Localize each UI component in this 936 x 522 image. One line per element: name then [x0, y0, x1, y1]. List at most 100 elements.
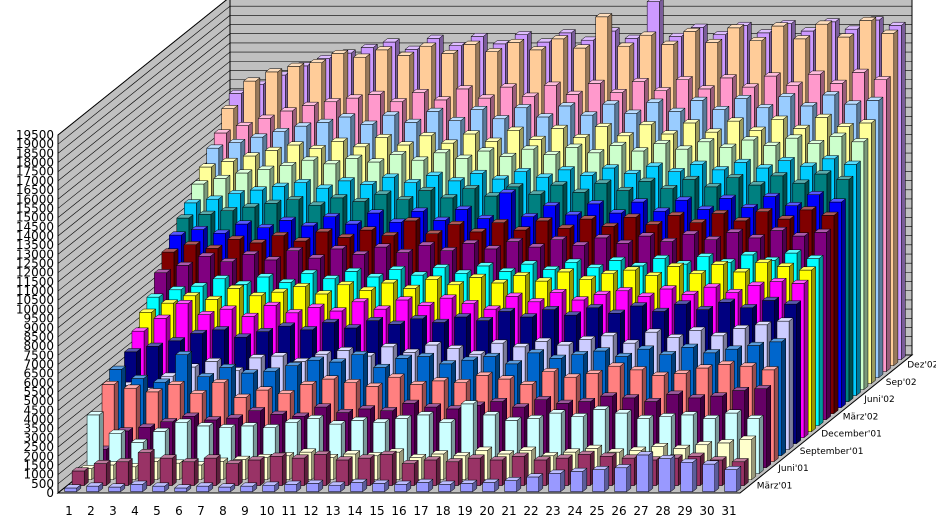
bar-side [149, 448, 155, 487]
bar-top [373, 243, 392, 248]
bar-top [504, 360, 523, 365]
bar-top [308, 59, 327, 63]
bar-top [512, 343, 530, 348]
bar-top [543, 151, 561, 155]
bar-top [557, 224, 575, 229]
bar-top [746, 415, 764, 419]
bar-top [527, 243, 546, 248]
bar-top [506, 126, 525, 131]
y-tick-label: 9500 [23, 312, 54, 326]
bar [379, 450, 398, 487]
y-tick-label: 18000 [16, 156, 54, 170]
bar-top [543, 81, 562, 86]
bar-top [614, 409, 632, 414]
bar-top [527, 298, 545, 303]
bar-top [374, 46, 393, 51]
bar-side [878, 96, 884, 379]
bar-front [526, 476, 539, 492]
bar-top [387, 373, 405, 378]
bar-side [626, 463, 632, 493]
bar [269, 452, 288, 487]
bar-side [871, 119, 876, 385]
bar-top [167, 337, 186, 342]
bar-top [130, 438, 148, 443]
bar-front [225, 463, 239, 486]
bar-top [371, 479, 390, 484]
bar-top [167, 380, 185, 385]
y-tick-label: 5500 [23, 385, 54, 399]
bar-front [680, 462, 693, 492]
bar-top [439, 294, 457, 299]
bar-top [571, 241, 590, 246]
bar-top [227, 190, 246, 194]
bar-top [264, 68, 283, 73]
bar-top [438, 360, 457, 365]
bar-top [168, 286, 186, 291]
bar-top [410, 207, 429, 212]
bar-top [264, 146, 283, 151]
bar-side [281, 452, 287, 487]
bar-top [682, 175, 700, 180]
bar-top [697, 85, 716, 90]
bar-top [712, 106, 730, 110]
bar-top [549, 236, 568, 240]
x-tick-label: 19 [457, 504, 472, 518]
bar [459, 479, 478, 493]
bar-top [365, 382, 383, 387]
bar-top [548, 409, 566, 414]
bar-top [770, 22, 789, 27]
bar-top [416, 411, 434, 416]
bar-top [285, 247, 304, 251]
bar [203, 454, 222, 487]
bar-top [520, 213, 539, 217]
bar-top [836, 33, 855, 38]
bar-top [476, 262, 494, 267]
bar-top [233, 333, 252, 338]
x-tick-label: 11 [281, 504, 296, 518]
y-tick-label: 13500 [16, 238, 54, 252]
bar-side [325, 450, 331, 487]
bar-top [255, 386, 273, 391]
bar-top [306, 356, 325, 361]
bar-top [593, 290, 611, 295]
bar-side [863, 137, 869, 391]
bar-top [732, 268, 751, 273]
bar-top [226, 284, 245, 289]
bar-top [709, 456, 728, 461]
depth-tick-label: Juni'02 [863, 395, 895, 405]
bar-top [792, 179, 810, 184]
bar-top [496, 450, 515, 455]
bar-top [257, 165, 275, 170]
bar-top [602, 100, 620, 105]
bar-front [181, 461, 195, 486]
bar-top [433, 96, 452, 101]
bar-side [848, 175, 854, 403]
bar-top [483, 305, 501, 310]
bar-top [343, 379, 361, 383]
bar-top [175, 300, 193, 304]
y-tick-label: 15000 [16, 211, 54, 225]
bar [63, 484, 82, 493]
bar-top [578, 275, 597, 280]
bar-top [695, 306, 714, 310]
bar-top [269, 410, 288, 415]
bar-top [159, 454, 178, 459]
bar-top [256, 224, 275, 228]
bar [613, 463, 632, 493]
bar-top [690, 23, 709, 28]
bar [679, 458, 698, 493]
bar-front [306, 483, 319, 492]
bar [283, 480, 302, 493]
bar-front [416, 482, 429, 492]
bar-top [403, 179, 422, 183]
bar-top [615, 287, 633, 292]
bar-top [219, 258, 238, 263]
bar-top [587, 149, 605, 154]
bar-top [335, 456, 354, 461]
bar-top [555, 454, 574, 459]
x-tick-label: 20 [479, 504, 494, 518]
bar-top [313, 450, 332, 455]
depth-axis-tick-labels: März'01 Juni'01 September'01 December'01 Mär… [757, 361, 936, 492]
bar-top [594, 179, 612, 184]
bar-top [519, 313, 538, 318]
